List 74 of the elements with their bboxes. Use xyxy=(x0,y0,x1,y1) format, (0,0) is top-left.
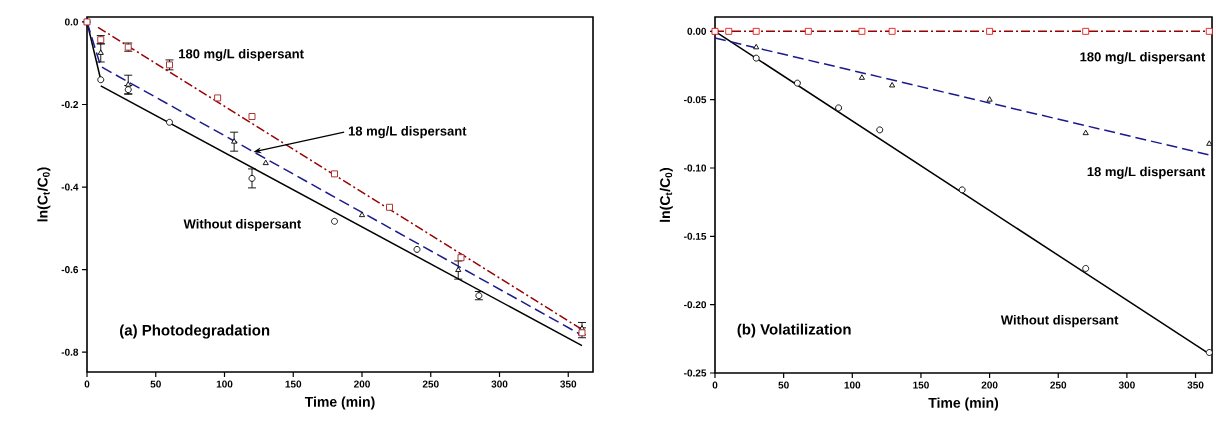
text: (b) Volatilization xyxy=(737,323,851,338)
x-tick-label: 350 xyxy=(560,380,577,388)
annotation: 180 mg/L dispersant xyxy=(1080,51,1206,65)
point xyxy=(248,174,256,182)
point xyxy=(413,245,421,253)
point xyxy=(888,27,896,35)
y-tick-label: 0.00 xyxy=(687,27,707,35)
point xyxy=(958,186,966,194)
point xyxy=(231,138,238,144)
x-tick-label: 300 xyxy=(1118,381,1135,389)
x-tick-label: 100 xyxy=(216,380,233,388)
point xyxy=(793,79,801,87)
x-tick-label: 150 xyxy=(285,380,302,388)
x-tick-label: 250 xyxy=(422,380,439,388)
x-axis-title: Time (min) xyxy=(304,396,375,410)
point xyxy=(457,254,465,262)
y-tick-label: -0.4 xyxy=(61,183,79,191)
point xyxy=(386,203,393,211)
point xyxy=(752,27,760,35)
y-tick-label: -0.2 xyxy=(61,100,79,109)
y-tick-label: -0.10 xyxy=(684,164,707,172)
y-tick-label: -0.6 xyxy=(61,266,79,274)
point xyxy=(1205,27,1213,35)
point xyxy=(858,27,866,35)
y-tick-label: -0.25 xyxy=(684,369,707,377)
annotation: Without dispersant xyxy=(183,218,302,232)
y-axis-title: ln(C$_{t}$/C$_{0}$) xyxy=(37,167,51,222)
point xyxy=(889,82,896,88)
x-tick-label: 50 xyxy=(778,381,789,389)
annotation: 18 mg/L dispersant xyxy=(348,126,467,139)
x-tick-label: 0 xyxy=(84,380,90,388)
y-tick-label: -0.8 xyxy=(61,348,79,356)
point xyxy=(752,54,760,62)
x-tick-label: 350 xyxy=(1187,381,1204,389)
y-axis-title: ln(C$_{t}$/C$_{0}$) xyxy=(659,167,673,222)
annotation: 180 mg/L dispersant xyxy=(179,48,304,62)
point xyxy=(125,81,132,87)
point xyxy=(1082,129,1089,136)
point xyxy=(986,96,993,102)
point xyxy=(858,74,865,80)
annotation: Without dispersant xyxy=(1000,315,1119,328)
x-tick-label: 200 xyxy=(354,380,370,388)
y-tick-label: -0.20 xyxy=(684,301,707,309)
x-tick-label: 100 xyxy=(844,381,861,389)
point xyxy=(876,126,884,134)
annotation: 18 mg/L dispersant xyxy=(1087,166,1206,179)
x-tick-label: 150 xyxy=(913,381,929,389)
x-tick-label: 300 xyxy=(491,380,508,388)
point xyxy=(166,118,173,126)
point xyxy=(1082,265,1090,272)
point xyxy=(214,94,222,102)
x-axis-title: Time (min) xyxy=(928,397,999,411)
point xyxy=(835,104,843,112)
y-tick-label: -0.05 xyxy=(684,96,707,104)
point xyxy=(331,217,338,225)
y-tick-label: -0.15 xyxy=(684,232,707,240)
x-tick-label: 250 xyxy=(1050,381,1067,389)
point xyxy=(97,49,104,55)
point xyxy=(262,159,269,166)
x-tick-label: 50 xyxy=(150,380,161,388)
point xyxy=(455,266,462,272)
point xyxy=(725,27,733,35)
point xyxy=(753,43,760,50)
point xyxy=(804,27,812,35)
point xyxy=(97,76,105,84)
point xyxy=(358,211,366,218)
y-tick-label: 0.0 xyxy=(64,18,79,26)
x-tick-label: 0 xyxy=(712,381,718,389)
x-tick-label: 200 xyxy=(981,381,998,389)
text: (a) Photodegradation xyxy=(120,324,270,339)
point xyxy=(986,27,994,35)
point xyxy=(248,113,256,120)
point xyxy=(1082,27,1090,35)
point xyxy=(331,170,338,178)
